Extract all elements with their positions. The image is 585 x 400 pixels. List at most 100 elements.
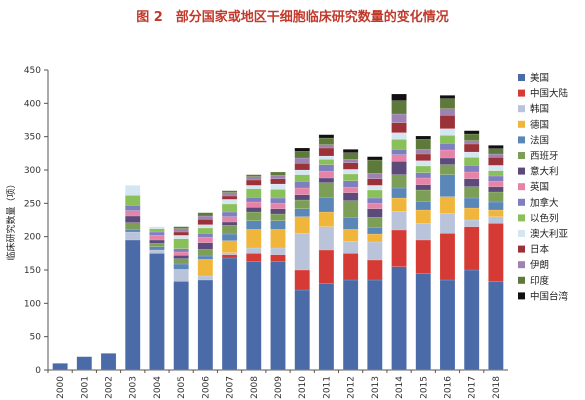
bar-segment bbox=[463, 151, 480, 158]
bar-segment bbox=[439, 149, 456, 159]
bar-segment bbox=[246, 253, 262, 262]
bar-segment bbox=[463, 207, 480, 221]
legend-label: 中国台湾 bbox=[530, 290, 569, 302]
y-tick-label: 200 bbox=[24, 233, 41, 243]
bar-stack-2010 bbox=[294, 147, 310, 371]
bar-segment bbox=[367, 197, 383, 204]
bar-segment bbox=[173, 269, 189, 282]
bar-segment bbox=[197, 237, 214, 243]
bar-stack-2009 bbox=[270, 171, 286, 371]
bar-segment bbox=[415, 209, 431, 224]
bar-stack-2012 bbox=[342, 149, 359, 371]
bar-segment bbox=[391, 161, 407, 175]
bar-stack-2017 bbox=[463, 130, 480, 371]
bar-segment bbox=[488, 201, 504, 211]
bar-segment bbox=[439, 115, 456, 129]
legend-item: 澳大利亚 bbox=[518, 228, 569, 240]
legend-label: 美国 bbox=[530, 72, 549, 84]
bar-segment bbox=[294, 163, 310, 171]
bar-segment bbox=[294, 181, 310, 189]
y-tick-label: 400 bbox=[24, 99, 41, 109]
y-axis-title: 临床研究数量（项） bbox=[5, 179, 17, 260]
bar-stack-2015 bbox=[415, 135, 431, 371]
bar-segment bbox=[463, 178, 480, 187]
bar-segment bbox=[52, 363, 68, 371]
bar-stack-2001 bbox=[76, 356, 93, 371]
legend-item: 中国台湾 bbox=[518, 290, 569, 302]
bar-segment bbox=[173, 231, 189, 236]
bar-segment bbox=[391, 113, 407, 123]
x-tick-label: 2013 bbox=[371, 376, 381, 399]
bar-stack-2014 bbox=[391, 93, 407, 371]
bar-segment bbox=[270, 220, 286, 230]
legend-label: 西班牙 bbox=[530, 150, 559, 162]
bar-segment bbox=[391, 187, 407, 199]
bar-segment bbox=[439, 143, 456, 151]
legend-label: 日本 bbox=[530, 244, 550, 256]
bar-segment bbox=[246, 176, 262, 181]
bar-segment bbox=[221, 233, 238, 241]
legend-label: 韩国 bbox=[530, 103, 549, 115]
legend-label: 德国 bbox=[530, 119, 549, 131]
legend-item: 韩国 bbox=[518, 103, 549, 115]
bar-stack-2007 bbox=[221, 190, 238, 371]
bar-segment bbox=[439, 279, 456, 371]
bar-segment bbox=[221, 199, 238, 205]
bar-segment bbox=[173, 263, 189, 270]
legend-swatch bbox=[518, 214, 525, 222]
bar-segment bbox=[221, 221, 238, 226]
bar-segment bbox=[294, 269, 310, 291]
bar-segment bbox=[246, 185, 262, 189]
legend-swatch bbox=[518, 105, 525, 113]
bar-segment bbox=[173, 255, 189, 259]
legend-swatch bbox=[518, 198, 525, 206]
x-tick-label: 2001 bbox=[80, 376, 90, 399]
bar-segment bbox=[439, 95, 456, 99]
bar-segment bbox=[391, 211, 407, 231]
x-tick-label: 2012 bbox=[347, 376, 357, 399]
bar-segment bbox=[342, 192, 359, 201]
x-tick-label: 2009 bbox=[274, 376, 284, 399]
legend-label: 伊朗 bbox=[530, 259, 549, 271]
y-tick-label: 100 bbox=[24, 299, 41, 309]
y-tick-label: 150 bbox=[24, 266, 41, 276]
bar-segment bbox=[125, 205, 141, 211]
bar-segment bbox=[415, 273, 431, 371]
legend-item: 西班牙 bbox=[518, 150, 559, 162]
bar-segment bbox=[415, 149, 431, 155]
bar-segment bbox=[367, 189, 383, 199]
bar-segment bbox=[439, 128, 456, 136]
x-tick-label: 2006 bbox=[201, 376, 211, 399]
bar-segment bbox=[488, 153, 504, 158]
bar-segment bbox=[342, 217, 359, 230]
bar-segment bbox=[391, 149, 407, 155]
bar-segment bbox=[221, 216, 238, 223]
bar-segment bbox=[439, 108, 456, 116]
bar-stack-2002 bbox=[100, 353, 117, 371]
bar-segment bbox=[125, 231, 141, 241]
bar-segment bbox=[125, 215, 141, 223]
bar-stack-2011 bbox=[318, 134, 335, 371]
bar-segment bbox=[197, 279, 214, 371]
bar-segment bbox=[391, 174, 407, 189]
bar-segment bbox=[318, 171, 335, 179]
legend-item: 德国 bbox=[518, 119, 549, 131]
bar-segment bbox=[463, 130, 480, 135]
legend-item: 意大利 bbox=[518, 166, 559, 178]
legend-item: 美国 bbox=[518, 72, 549, 84]
bar-segment bbox=[318, 159, 335, 165]
bar-segment bbox=[367, 185, 383, 191]
bar-segment bbox=[391, 229, 407, 267]
legend-item: 以色列 bbox=[518, 212, 559, 224]
bar-segment bbox=[488, 157, 504, 166]
bar-segment bbox=[415, 239, 431, 274]
bar-segment bbox=[173, 258, 189, 265]
bar-segment bbox=[367, 159, 383, 174]
bar-segment bbox=[318, 164, 335, 172]
legend-item: 日本 bbox=[518, 244, 550, 256]
bar-segment bbox=[391, 100, 407, 115]
bar-segment bbox=[342, 279, 359, 371]
bar-segment bbox=[415, 139, 431, 150]
bar-segment bbox=[318, 249, 335, 284]
